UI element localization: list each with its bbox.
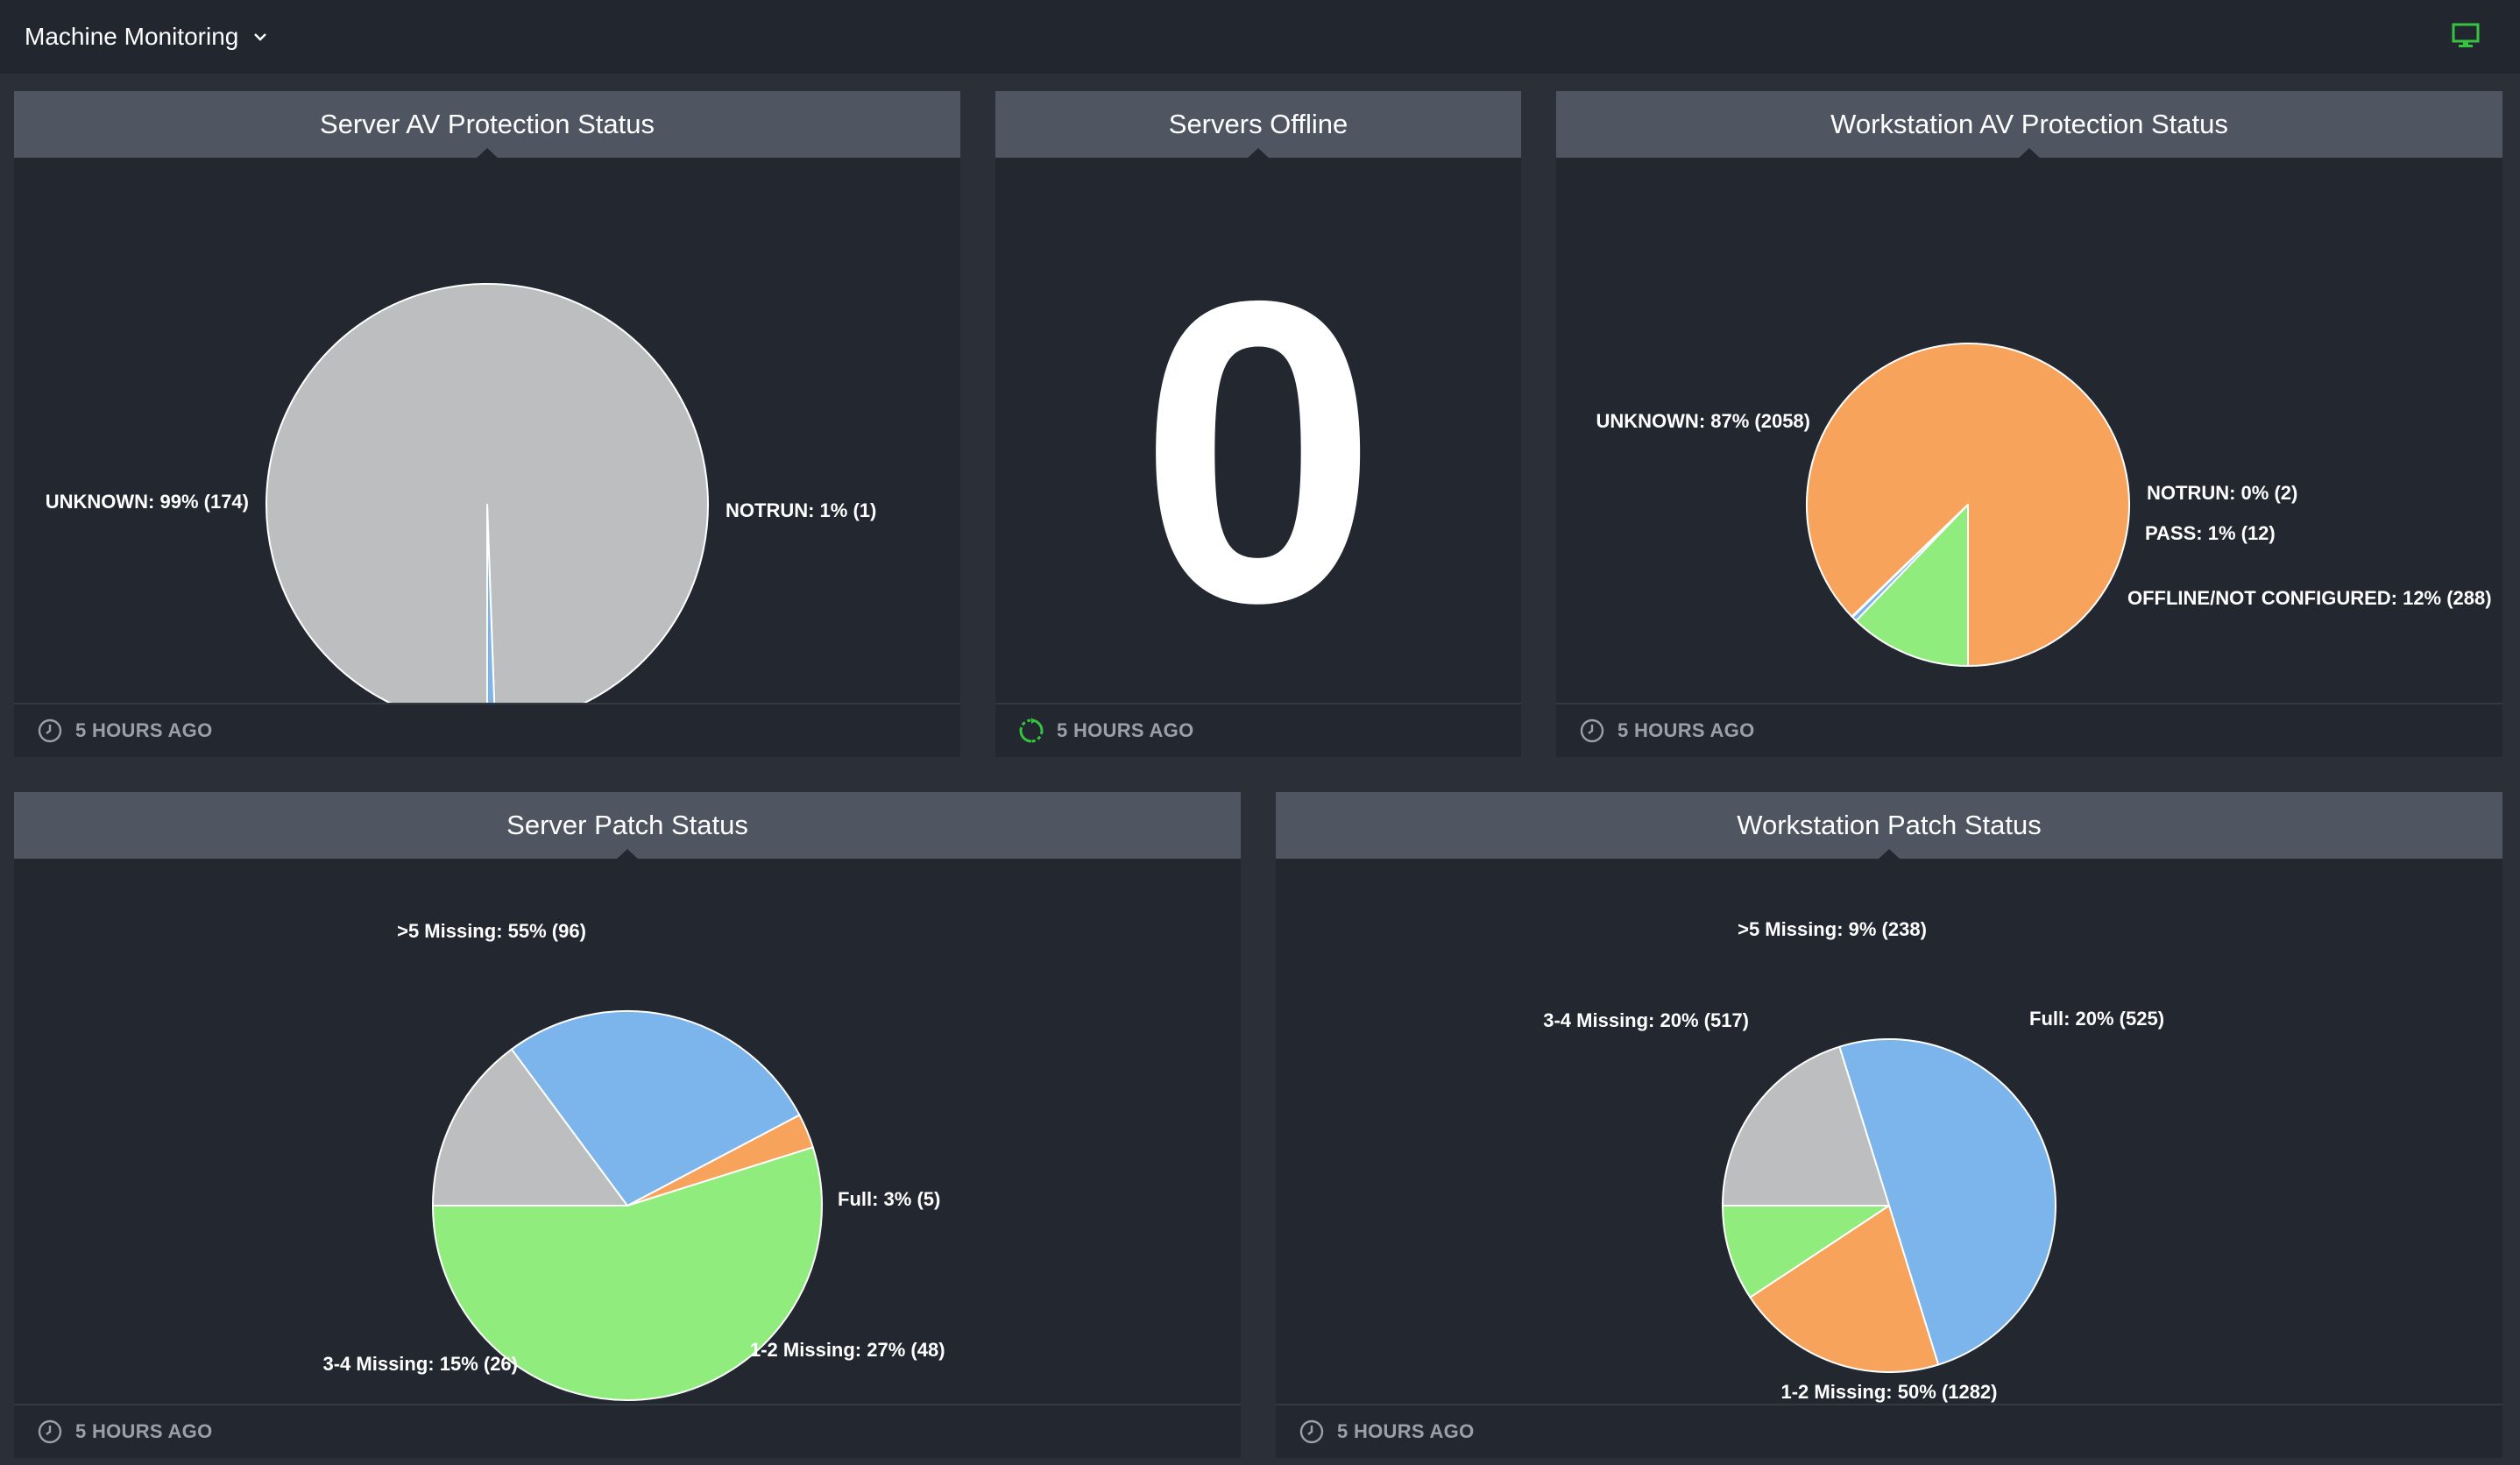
servers-offline-count: 0 — [1138, 211, 1378, 691]
header-notch — [476, 148, 499, 159]
panel-header[interactable]: Workstation AV Protection Status — [1556, 91, 2502, 159]
panel-header[interactable]: Servers Offline — [995, 91, 1521, 159]
pie-slice-offline-not-configured[interactable] — [1855, 504, 1969, 667]
dashboard-title: Machine Monitoring — [25, 23, 239, 50]
panel-body: UNKNOWN: 99% (174) NOTRUN: 1% (1) — [14, 158, 960, 704]
panel-title: Server AV Protection Status — [320, 109, 655, 139]
data-label: 3-4 Missing: 15% (26) — [322, 1353, 518, 1375]
clock-icon — [1580, 718, 1604, 743]
panel-body: UNKNOWN: 87% (2058) NOTRUN: 0% (2) PASS: 1… — [1556, 158, 2502, 704]
panel-title: Server Patch Status — [506, 810, 748, 840]
data-label: NOTRUN: 1% (1) — [726, 499, 876, 521]
chevron-down-icon — [254, 33, 267, 41]
header-notch — [616, 849, 639, 860]
dashboard-selector[interactable]: Machine Monitoring — [25, 21, 270, 53]
data-label: 3-4 Missing: 20% (517) — [1543, 1009, 1749, 1031]
panel-header[interactable]: Server AV Protection Status — [14, 91, 960, 159]
pie-slice--5-missing[interactable] — [432, 1146, 823, 1401]
data-label: UNKNOWN: 87% (2058) — [1596, 410, 1811, 432]
panel-body: >5 Missing: 9% (238) Full: 20% (525) 1-2 M… — [1276, 859, 2502, 1405]
panel-title: Servers Offline — [1168, 109, 1348, 139]
panel-footer: 5 HOURS AGO — [1276, 1404, 2502, 1458]
last-updated: 5 HOURS AGO — [1057, 719, 1194, 741]
data-label: UNKNOWN: 99% (174) — [46, 491, 249, 513]
data-label: Full: 20% (525) — [2029, 1008, 2164, 1030]
data-label: NOTRUN: 0% (2) — [2147, 482, 2297, 504]
top-bar: Machine Monitoring — [0, 0, 2520, 74]
pie-slice-unknown[interactable] — [265, 283, 709, 704]
workstation-patch-panel: Workstation Patch Status >5 Missing: 9% … — [1276, 792, 2502, 1458]
pie-slice-full[interactable] — [1749, 1205, 1940, 1373]
panel-title: Workstation Patch Status — [1737, 810, 2042, 840]
server-patch-pie-chart: >5 Missing: 55% (96) Full: 3% (5) 1-2 Miss… — [322, 920, 945, 1401]
pie-slice-3-4-missing[interactable] — [432, 1048, 628, 1207]
data-label: OFFLINE/NOT CONFIGURED: 12% (288) — [2127, 587, 2492, 609]
header-notch — [1878, 849, 1901, 860]
pie-slice-1-2-missing[interactable] — [1838, 1038, 2056, 1366]
panel-title: Workstation AV Protection Status — [1830, 109, 2228, 139]
panel-footer: 5 HOURS AGO — [14, 703, 960, 757]
panel-header[interactable]: Workstation Patch Status — [1276, 792, 2502, 860]
last-updated: 5 HOURS AGO — [1337, 1420, 1475, 1442]
workstation-av-panel: Workstation AV Protection Status UNKNOWN… — [1556, 91, 2502, 757]
pie-slice-notrun[interactable] — [486, 504, 496, 704]
panel-footer: 5 HOURS AGO — [995, 703, 1521, 757]
workstation-av-pie-chart: UNKNOWN: 87% (2058) NOTRUN: 0% (2) PASS: 1… — [1596, 343, 2492, 667]
pie-slice-1-2-missing[interactable] — [510, 1010, 801, 1207]
server-patch-panel: Server Patch Status >5 Missing: 55% (96)… — [14, 792, 1241, 1458]
header-notch — [2018, 148, 2041, 159]
last-updated: 5 HOURS AGO — [75, 719, 213, 741]
data-label: 1-2 Missing: 50% (1282) — [1781, 1381, 1998, 1403]
data-label: Full: 3% (5) — [838, 1188, 940, 1210]
pie-slice--5-missing[interactable] — [1722, 1205, 1890, 1299]
clock-icon — [1299, 1419, 1324, 1444]
last-updated: 5 HOURS AGO — [1617, 719, 1755, 741]
data-label: >5 Missing: 55% (96) — [397, 920, 586, 942]
panel-footer: 5 HOURS AGO — [14, 1404, 1241, 1458]
panel-body: 0 — [995, 158, 1521, 704]
data-label: PASS: 1% (12) — [2145, 522, 2276, 544]
data-label: 1-2 Missing: 27% (48) — [750, 1339, 945, 1361]
refresh-icon[interactable] — [1018, 718, 1044, 744]
workstation-patch-pie-chart: >5 Missing: 9% (238) Full: 20% (525) 1-2 M… — [1543, 918, 2164, 1403]
panel-body: >5 Missing: 55% (96) Full: 3% (5) 1-2 Miss… — [14, 859, 1241, 1405]
data-label: >5 Missing: 9% (238) — [1738, 918, 1927, 940]
monitor-icon[interactable] — [2452, 23, 2480, 49]
server-av-panel: Server AV Protection Status UNKNOWN: 99%… — [14, 91, 960, 757]
panel-footer: 5 HOURS AGO — [1556, 703, 2502, 757]
panel-header[interactable]: Server Patch Status — [14, 792, 1241, 860]
clock-icon — [38, 718, 62, 743]
clock-icon — [38, 1419, 62, 1444]
last-updated: 5 HOURS AGO — [75, 1420, 213, 1442]
server-av-pie-chart: UNKNOWN: 99% (174) NOTRUN: 1% (1) — [46, 283, 876, 704]
servers-offline-panel: Servers Offline 0 5 HOURS AGO — [995, 91, 1521, 757]
header-notch — [1247, 148, 1270, 159]
pie-slice-3-4-missing[interactable] — [1722, 1045, 1890, 1207]
